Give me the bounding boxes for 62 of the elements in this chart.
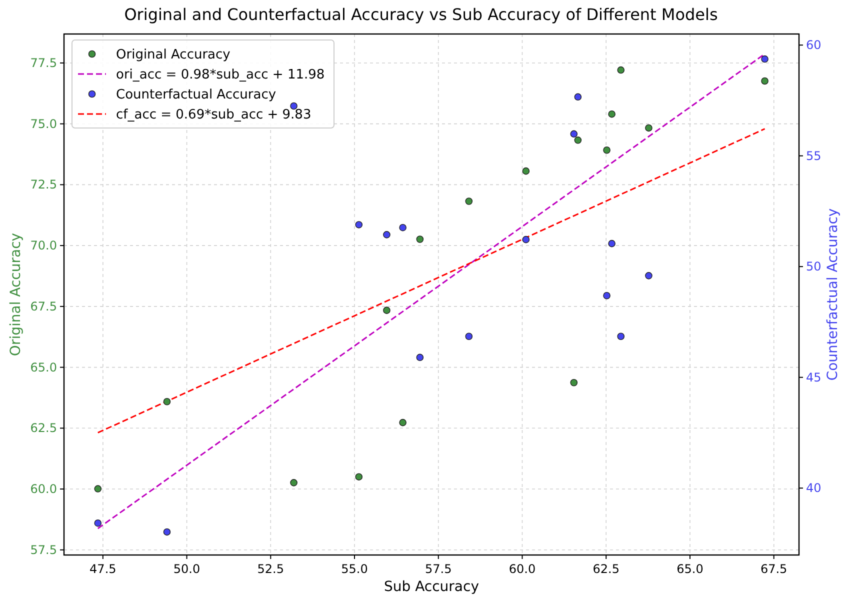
x-axis-title: Sub Accuracy [384,579,480,595]
point [761,77,768,85]
y-tick-label: 70.0 [30,238,57,253]
y2-tick-label: 60 [806,38,822,52]
y2-tick-label: 50 [806,260,822,274]
x-tick-label: 55.0 [341,562,368,576]
point [645,124,652,132]
point [522,167,530,175]
point [603,146,610,154]
point [355,473,363,480]
point [355,221,363,228]
x-tick-label: 65.0 [676,562,704,576]
y-tick-label: 75.0 [30,116,57,131]
y-tick-label: 77.5 [30,56,57,70]
chart-title: Original and Counterfactual Accuracy vs Sub Accuracy of Different Models [124,5,718,24]
point [570,130,578,138]
point [465,198,473,205]
legend-label: cf_acc = 0.69*sub_acc + 9.83 [116,108,312,122]
legend-label: Counterfactual Accuracy [116,88,276,102]
y-tick-label: 65.0 [30,360,57,374]
point [608,240,616,248]
y2-tick-label: 55 [806,148,822,163]
point [603,292,610,300]
point [574,93,582,101]
x-tick-label: 57.5 [425,562,452,576]
x-tick-label: 47.5 [90,562,116,576]
point [617,332,625,340]
point [570,378,578,386]
x-tick-label: 67.5 [760,562,788,576]
point [416,354,424,362]
legend-label: ori_acc = 0.98*sub_acc + 11.98 [116,68,325,82]
y-tick-label: 62.5 [30,421,57,436]
point [761,55,768,63]
point [617,66,625,74]
y2-axis-title: Counterfactual Accuracy [825,208,841,381]
point [383,306,390,314]
y-tick-label: 57.5 [30,542,57,557]
point [608,110,616,118]
point [399,224,406,232]
point [465,332,473,340]
point [416,236,424,243]
point [522,236,530,244]
x-tick-label: 50.0 [173,562,200,576]
point [163,398,171,406]
y2-tick-label: 45 [806,370,822,384]
y-tick-label: 67.5 [30,299,57,314]
x-tick-label: 60.0 [508,562,536,576]
x-tick-label: 52.5 [257,562,284,576]
y2-tick-label: 40 [806,481,822,496]
x-tick-label: 62.5 [592,562,620,576]
point [645,272,652,280]
point [94,485,102,492]
point [163,528,171,536]
point [290,479,298,486]
point [94,519,102,527]
point [399,418,406,426]
y-tick-label: 72.5 [30,178,57,192]
point [574,136,582,144]
y-axis-title: Original Accuracy [8,232,24,356]
y-tick-label: 60.0 [30,482,57,496]
point [383,231,390,238]
legend-label: Original Accuracy [116,48,231,62]
